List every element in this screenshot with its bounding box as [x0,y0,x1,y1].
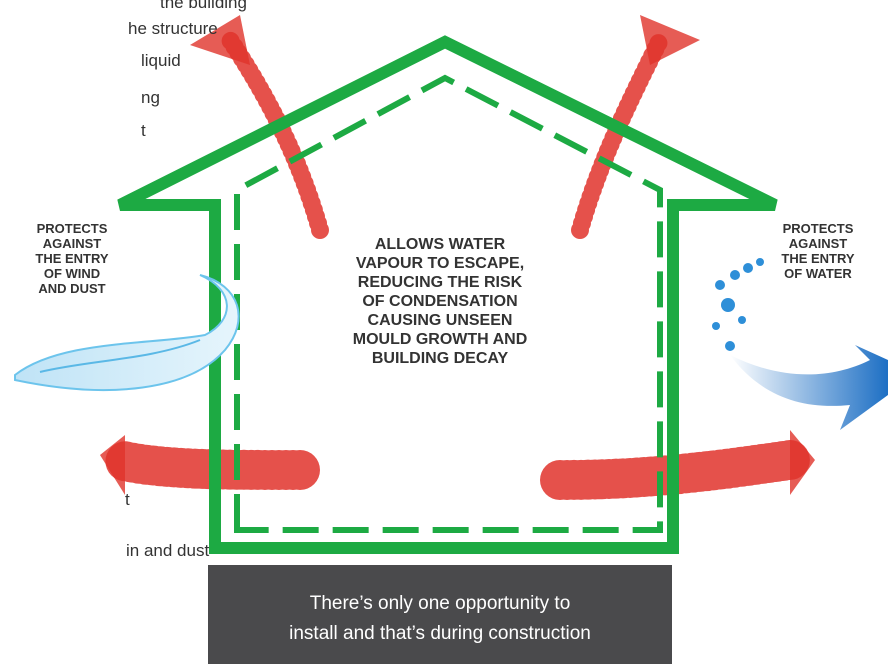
side-line: liquid [141,51,181,70]
side-line: t [141,121,146,140]
center-label-line: ALLOWS WATER [375,236,506,253]
banner-line: There’s only one opportunity to [310,593,571,614]
side-line: ng [141,88,160,107]
center-label: ALLOWS WATER VAPOUR TO ESCAPE, REDUCING TH… [353,236,528,367]
water-icon [712,258,888,430]
center-label-line: OF CONDENSATION [362,293,517,310]
right-label-line: AGAINST [789,236,848,251]
banner-line: install and that’s during construction [289,623,591,644]
right-label-line: PROTECTS [783,221,854,236]
side-line: he structure [128,19,218,38]
left-label-line: AND DUST [38,281,105,296]
banner-box [208,565,672,664]
right-label-line: THE ENTRY [781,251,855,266]
side-line: in and dust [126,541,209,560]
center-label-line: CAUSING UNSEEN [368,312,513,329]
vapour-arrows [100,15,815,500]
left-label-line: OF WIND [44,266,100,281]
side-text: the building he structure liquid ng t t … [125,0,247,560]
center-label-line: VAPOUR TO ESCAPE, [356,255,524,272]
left-label-line: AGAINST [43,236,102,251]
center-label-line: REDUCING THE RISK [358,274,523,291]
side-line: the building [160,0,247,12]
left-label-line: PROTECTS [37,221,108,236]
side-line: t [125,490,130,509]
right-label-line: OF WATER [784,266,852,281]
center-label-line: BUILDING DECAY [372,350,509,367]
center-label-line: MOULD GROWTH AND [353,331,528,348]
wind-icon [14,274,240,391]
left-label-line: THE ENTRY [35,251,109,266]
banner: There’s only one opportunity to install a… [289,593,591,644]
house [117,35,778,554]
